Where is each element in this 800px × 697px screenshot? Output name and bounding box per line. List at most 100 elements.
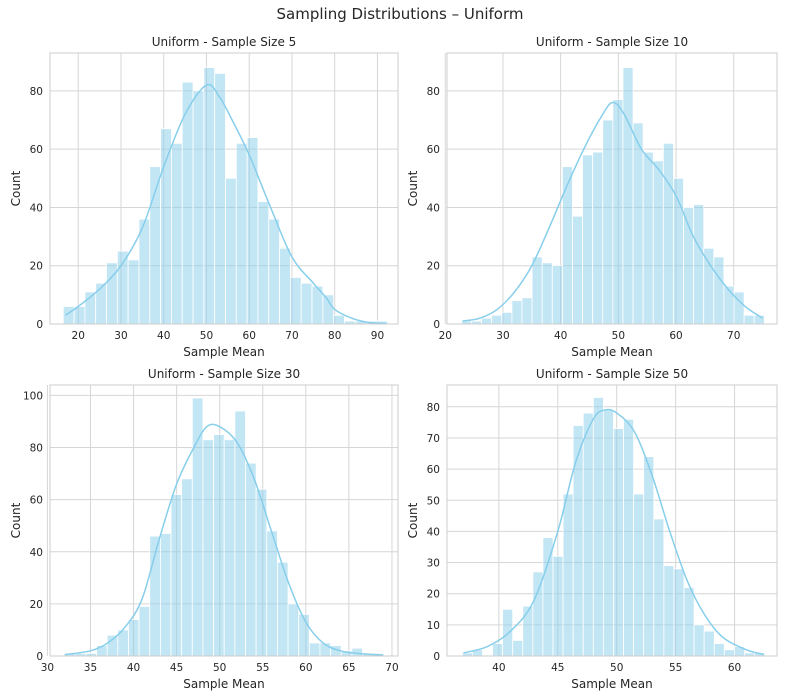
histogram-bar <box>572 425 584 657</box>
plot-frame <box>49 384 399 657</box>
y-tick-label: 60 <box>427 144 440 156</box>
y-tick-label: 60 <box>30 144 43 156</box>
histogram-bar <box>541 262 553 325</box>
histogram-bar <box>683 587 695 657</box>
histogram-bar <box>582 154 594 325</box>
subplot-title: Uniform - Sample Size 30 <box>148 367 300 381</box>
x-tick-label: 50 <box>213 662 226 674</box>
histogram-bar <box>511 300 523 325</box>
plot-frame <box>446 52 778 325</box>
histogram-bar <box>532 571 544 657</box>
x-tick-label: 60 <box>728 662 741 674</box>
x-tick-label: 40 <box>127 662 140 674</box>
histogram-bar <box>351 647 363 657</box>
x-tick-label: 70 <box>385 662 398 674</box>
histogram-bar <box>245 462 257 657</box>
x-axis-label: Sample Mean <box>183 677 265 691</box>
y-tick-label: 10 <box>427 620 440 632</box>
y-tick-label: 0 <box>433 319 440 331</box>
histogram-bar <box>298 613 310 657</box>
histogram-bar <box>62 306 75 325</box>
plot-frame <box>446 384 778 657</box>
x-tick-label: 70 <box>727 330 740 342</box>
histogram-bar <box>128 619 140 657</box>
histogram-bar <box>512 640 524 657</box>
x-tick-label: 30 <box>114 330 127 342</box>
histogram-bar <box>171 142 183 325</box>
histogram-bar <box>642 151 654 325</box>
histogram-bar <box>623 418 635 657</box>
kde-curve <box>463 408 765 656</box>
x-tick-label: 40 <box>554 330 567 342</box>
histogram-bar <box>673 568 685 657</box>
histogram-bar <box>552 555 564 657</box>
histogram-bar <box>612 99 624 325</box>
x-tick-label: 40 <box>492 662 505 674</box>
histogram-bar <box>713 643 725 657</box>
histogram-bar <box>572 215 583 325</box>
y-tick-label: 80 <box>30 86 43 98</box>
histogram-bar <box>481 317 493 325</box>
plot-frame <box>49 52 399 325</box>
histogram-bar <box>127 259 140 325</box>
histogram-bar <box>266 530 278 657</box>
y-axis-label: Count <box>406 170 420 206</box>
x-tick-label: 30 <box>41 662 54 674</box>
histogram-bar <box>561 166 573 325</box>
histogram-bar <box>322 294 335 325</box>
x-axis-label: Sample Mean <box>183 345 265 359</box>
y-tick-label: 80 <box>427 86 440 98</box>
histogram-bar <box>279 247 291 325</box>
histogram-bar <box>703 630 715 657</box>
y-axis-label: Count <box>9 170 23 206</box>
x-tick-label: 60 <box>299 662 312 674</box>
histogram-bar <box>181 81 194 325</box>
histogram-bar <box>743 314 755 325</box>
histogram-bar <box>138 606 151 657</box>
y-tick-label: 20 <box>30 599 43 611</box>
histogram-bar <box>203 67 216 325</box>
y-tick-label: 0 <box>36 319 43 331</box>
y-tick-label: 60 <box>30 495 43 507</box>
y-tick-label: 40 <box>427 202 440 214</box>
histogram-bar <box>287 603 300 657</box>
x-tick-label: 50 <box>200 330 213 342</box>
histogram-bar <box>622 67 634 325</box>
histogram-bar <box>202 439 214 657</box>
subplot-title: Uniform - Sample Size 10 <box>536 35 688 49</box>
y-tick-label: 0 <box>433 651 440 663</box>
histogram-bar <box>723 285 735 325</box>
x-tick-label: 55 <box>669 662 682 674</box>
kde-curve <box>64 423 384 656</box>
subplot-title: Uniform - Sample Size 50 <box>536 367 688 381</box>
x-tick-label: 55 <box>256 662 269 674</box>
histogram-bar <box>592 151 604 325</box>
x-tick-label: 30 <box>496 330 509 342</box>
histogram-bar <box>213 434 225 657</box>
x-tick-label: 50 <box>612 330 625 342</box>
histogram-bar <box>138 218 151 325</box>
histogram-bar <box>491 314 503 325</box>
x-tick-label: 70 <box>285 330 298 342</box>
y-tick-label: 50 <box>427 495 440 507</box>
subplot-1: 20 30 40 50 60 70 80 90 0 20 40 60 80 Uniform - Sampl… <box>9 35 399 359</box>
y-tick-label: 60 <box>427 464 440 476</box>
histogram-bar <box>693 204 705 325</box>
y-axis-label: Count <box>406 502 420 538</box>
histogram-bar <box>192 90 205 325</box>
y-tick-label: 40 <box>427 526 440 538</box>
histogram-bar <box>501 311 513 325</box>
histogram-bar <box>551 265 563 325</box>
y-tick-label: 80 <box>427 402 440 414</box>
histogram-bar <box>289 276 302 325</box>
kde-curve <box>64 83 387 325</box>
histogram-bar <box>159 533 172 657</box>
y-tick-label: 20 <box>30 261 43 273</box>
histogram-bar <box>223 439 236 657</box>
histogram-bar <box>181 478 193 657</box>
x-tick-label: 20 <box>439 330 452 342</box>
histogram-bar <box>95 282 107 325</box>
y-tick-label: 40 <box>30 202 43 214</box>
histogram-bar <box>643 456 655 657</box>
histogram-bar <box>713 256 725 325</box>
